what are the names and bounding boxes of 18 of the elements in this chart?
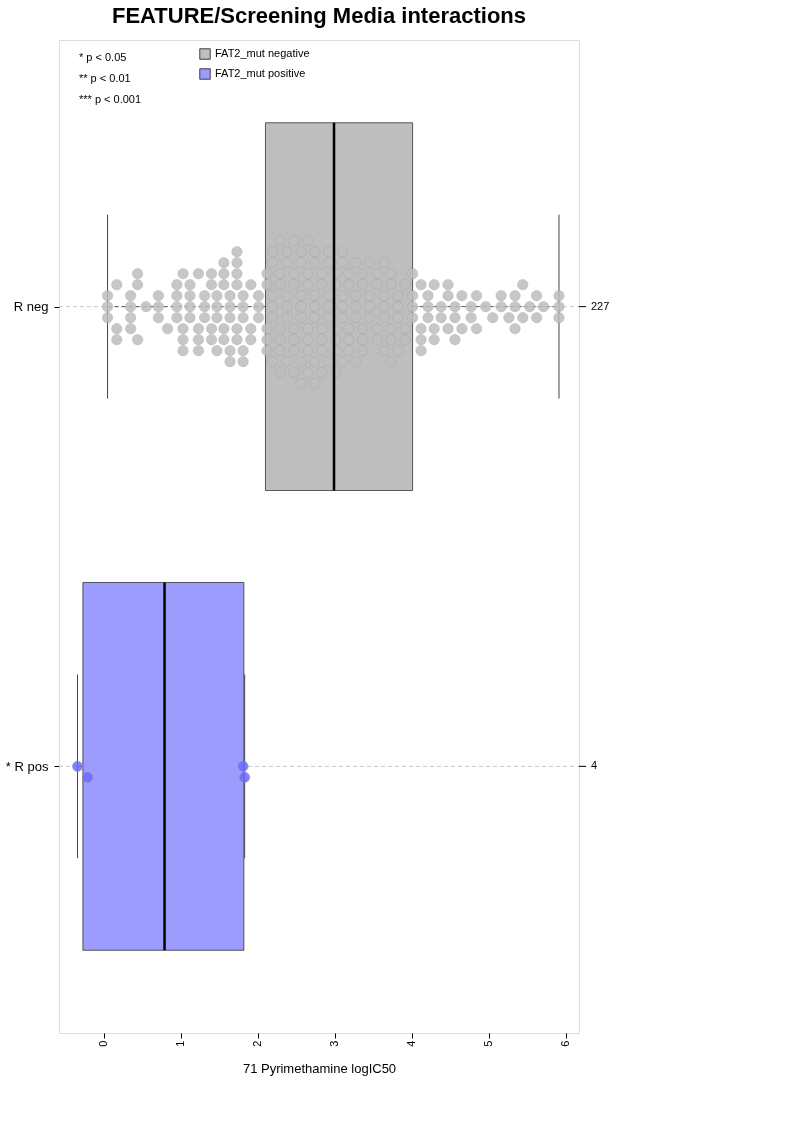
y2-tick-label: 4 <box>591 759 598 772</box>
annotation: *** p < 0.001 <box>79 93 142 105</box>
x-tick-label: 0 <box>97 1040 110 1047</box>
legend-label: FAT2_mut negative <box>215 47 310 59</box>
x-tick-label: 2 <box>251 1040 264 1047</box>
x-tick-label: 6 <box>559 1040 572 1047</box>
legend-label: FAT2_mut positive <box>215 67 306 79</box>
x-tick-label: 5 <box>482 1040 495 1047</box>
y-tick-label: * R pos <box>5 758 49 774</box>
x-tick-label: 3 <box>328 1040 341 1047</box>
annotation: * p < 0.05 <box>79 51 127 63</box>
chart-title: FEATURE/Screening Media interactions <box>111 3 527 28</box>
y-tick-label: R neg <box>13 299 49 315</box>
x-axis-title: 71 Pyrimethamine logIC50 <box>242 1060 397 1076</box>
annotation: ** p < 0.01 <box>79 72 131 84</box>
x-tick-label: 1 <box>174 1040 187 1047</box>
x-tick-label: 4 <box>405 1040 418 1047</box>
y2-tick-label: 227 <box>591 299 610 312</box>
